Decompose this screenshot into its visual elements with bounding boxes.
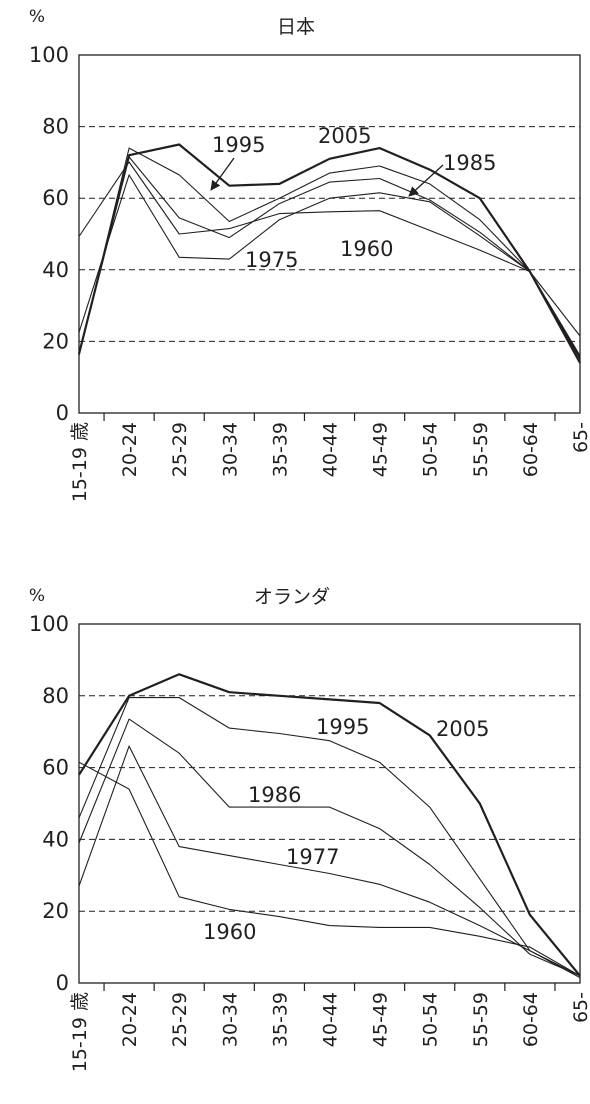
x-category-label: 20-24 bbox=[119, 422, 141, 477]
x-category-label: 50-54 bbox=[420, 992, 442, 1047]
x-category-label: 25-29 bbox=[169, 992, 191, 1047]
x-category-label: 40-44 bbox=[320, 992, 342, 1047]
x-category-label: 55-59 bbox=[470, 992, 492, 1047]
x-category-label: 35-39 bbox=[269, 422, 291, 477]
series-label-1960: 1960 bbox=[203, 920, 256, 944]
plot-frame bbox=[78, 54, 581, 414]
series-line-1977 bbox=[78, 745, 581, 977]
y-tick-label-40: 40 bbox=[42, 258, 69, 282]
series-line-1995 bbox=[78, 147, 581, 358]
series-line-1975 bbox=[78, 174, 581, 356]
x-category-label: 30-34 bbox=[219, 992, 241, 1047]
series-label-1960: 1960 bbox=[340, 237, 393, 261]
series-line-2005 bbox=[77, 143, 581, 364]
y-tick-label-100: 100 bbox=[29, 612, 69, 636]
y-tick-label-60: 60 bbox=[42, 756, 69, 780]
x-category-label: 35-39 bbox=[269, 992, 291, 1047]
y-tick-label-20: 20 bbox=[42, 329, 69, 353]
x-category-label: 65- bbox=[570, 992, 590, 1023]
x-category-label: 15-19 歳 bbox=[69, 992, 91, 1072]
x-category-label: 45-49 bbox=[370, 992, 392, 1047]
series-label-1995: 1995 bbox=[316, 715, 369, 739]
pointer-arrow-1995 bbox=[210, 157, 235, 191]
series-label-1986: 1986 bbox=[248, 783, 301, 807]
x-category-label: 50-54 bbox=[420, 422, 442, 477]
series-label-1977: 1977 bbox=[286, 845, 339, 869]
pointer-arrow-1985 bbox=[408, 164, 444, 197]
y-tick-label-60: 60 bbox=[42, 186, 69, 210]
x-category-label: 60-64 bbox=[520, 992, 542, 1047]
chart-netherlands: 0 20 40 60 80 100 15-19 歳 20-24 25-29 30-34 35-39 4… bbox=[29, 586, 590, 1072]
series-label-2005: 2005 bbox=[436, 717, 489, 741]
y-tick-label-80: 80 bbox=[42, 684, 69, 708]
x-category-label: 20-24 bbox=[119, 992, 141, 1047]
y-tick-label-0: 0 bbox=[56, 971, 69, 995]
x-category-label: 25-29 bbox=[169, 422, 191, 477]
y-tick-label-20: 20 bbox=[42, 899, 69, 923]
y-tick-label-40: 40 bbox=[42, 827, 69, 851]
series-line-2005 bbox=[78, 673, 581, 977]
y-tick-label-0: 0 bbox=[56, 401, 69, 425]
x-category-label: 60-64 bbox=[520, 422, 542, 477]
series-line-1986 bbox=[78, 718, 581, 977]
y-unit-label: % bbox=[29, 7, 45, 27]
y-tick-label-100: 100 bbox=[29, 43, 69, 67]
y-tick-label-80: 80 bbox=[42, 115, 69, 139]
x-category-label: 30-34 bbox=[219, 422, 241, 477]
y-unit-label: % bbox=[29, 586, 45, 606]
series-line-1985 bbox=[78, 156, 581, 360]
x-category-label: 55-59 bbox=[470, 422, 492, 477]
x-category-label: 15-19 歳 bbox=[69, 422, 91, 502]
x-category-label: 45-49 bbox=[370, 422, 392, 477]
chart-title: 日本 bbox=[277, 16, 315, 38]
series-label-1995: 1995 bbox=[212, 133, 265, 157]
x-category-label: 40-44 bbox=[320, 422, 342, 477]
series-line-1960 bbox=[78, 761, 581, 977]
chart-title: オランダ bbox=[254, 586, 330, 608]
chart-japan: 0 20 40 60 80 100 15-19 歳 20-24 25-29 30-34 35-39 4… bbox=[29, 7, 590, 502]
series-line-1995 bbox=[78, 697, 581, 979]
series-line-1960 bbox=[78, 161, 581, 337]
series-label-1975: 1975 bbox=[245, 248, 298, 272]
x-category-label: 65- bbox=[570, 422, 590, 453]
series-label-2005: 2005 bbox=[318, 124, 371, 148]
series-label-1985: 1985 bbox=[443, 151, 496, 175]
plot-frame bbox=[78, 623, 581, 984]
